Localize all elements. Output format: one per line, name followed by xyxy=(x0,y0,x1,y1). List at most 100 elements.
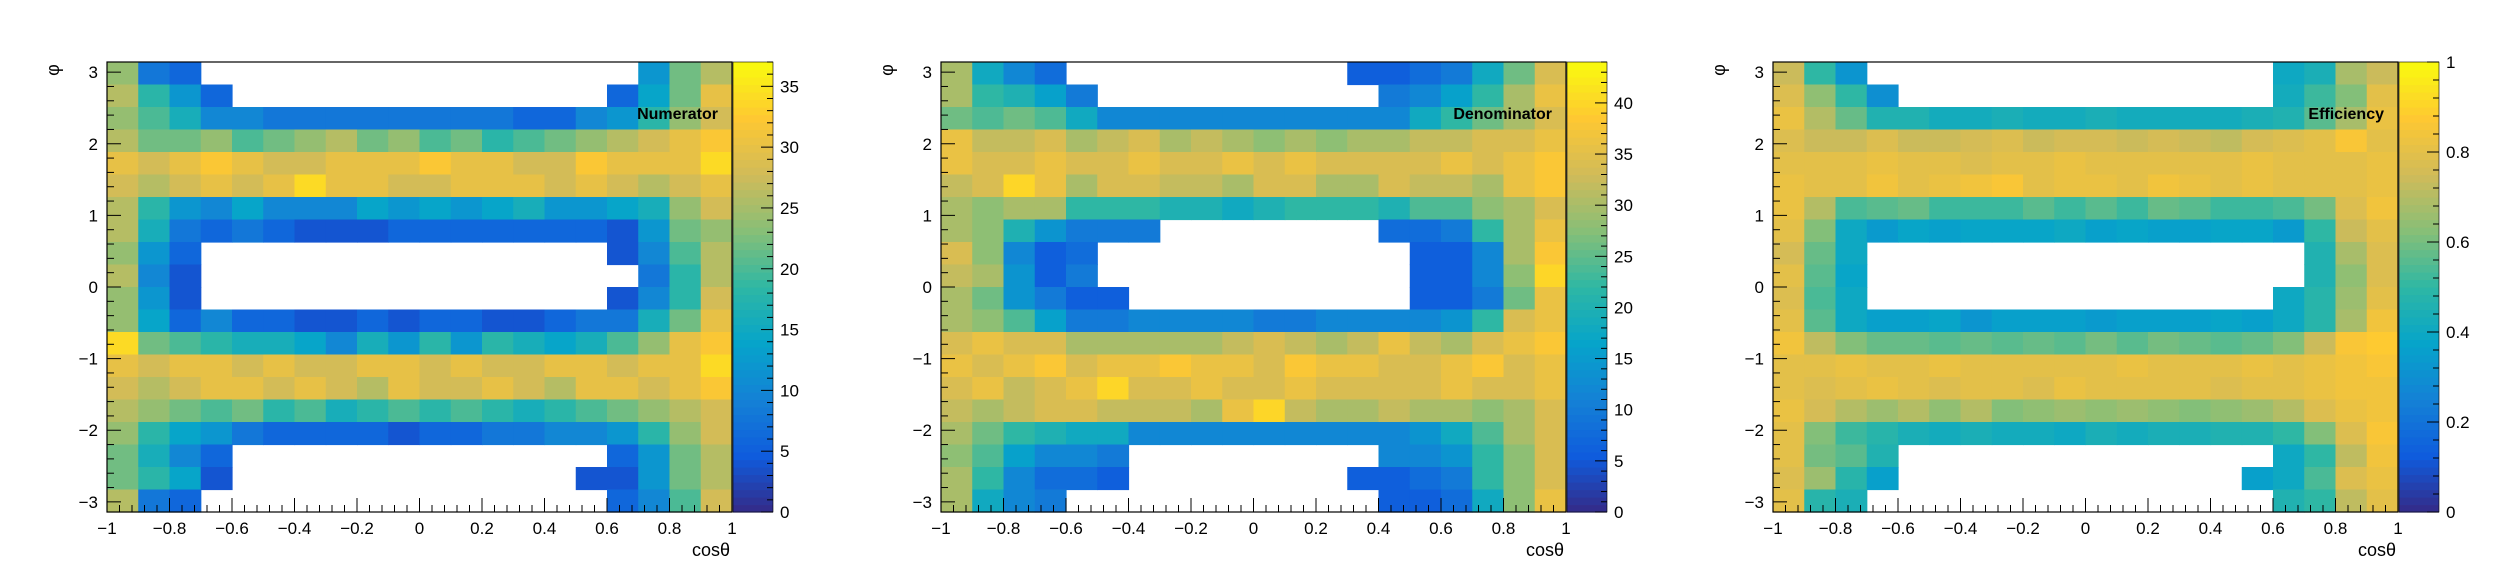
color-scale-step xyxy=(1567,257,1607,266)
heatmap-cell xyxy=(1773,354,1805,378)
heatmap-cell xyxy=(1284,129,1317,153)
heatmap-cell xyxy=(1191,107,1223,131)
heatmap-cell xyxy=(1898,197,1930,221)
heatmap-cell xyxy=(1128,332,1161,356)
heatmap-cell xyxy=(1222,129,1255,153)
heatmap-cell xyxy=(138,354,171,378)
color-scale-step xyxy=(733,272,773,281)
heatmap-cell xyxy=(638,62,671,86)
heatmap-cell xyxy=(1991,129,2024,153)
heatmap-cell xyxy=(200,444,233,468)
heatmap-cell xyxy=(2179,332,2212,356)
heatmap-cell xyxy=(1534,354,1567,378)
heatmap-cell xyxy=(169,174,202,198)
heatmap-cell xyxy=(2241,377,2274,401)
heatmap-cell xyxy=(1472,197,1505,221)
heatmap-cell xyxy=(200,309,233,333)
heatmap-cell xyxy=(200,107,233,131)
z-tick-label: 5 xyxy=(780,442,789,461)
heatmap-cell xyxy=(1409,422,1442,446)
heatmap-cell xyxy=(1898,422,1930,446)
color-scale-step xyxy=(1567,489,1607,498)
heatmap-cell xyxy=(1097,287,1130,311)
heatmap-cell xyxy=(388,219,421,243)
heatmap-cell xyxy=(2273,107,2305,131)
x-tick-label: −0.8 xyxy=(987,519,1021,538)
heatmap-cell xyxy=(2054,107,2087,131)
color-scale-step xyxy=(733,249,773,258)
heatmap-cell xyxy=(1503,219,1536,243)
heatmap-cell xyxy=(1898,107,1930,131)
y-tick-label: 1 xyxy=(89,206,98,225)
color-scale-step xyxy=(2399,159,2439,168)
y-tick-label: 0 xyxy=(1755,278,1764,297)
heatmap-cell xyxy=(1316,422,1348,446)
heatmap-cell xyxy=(107,467,139,491)
heatmap-cell xyxy=(1804,174,1837,198)
heatmap-cell xyxy=(669,399,702,423)
color-scale-step xyxy=(1567,69,1607,78)
color-scale-step xyxy=(733,369,773,378)
color-scale-step xyxy=(2399,429,2439,438)
heatmap-cell xyxy=(2273,377,2305,401)
heatmap-cell xyxy=(2366,264,2399,288)
heatmap-cell xyxy=(972,264,1005,288)
heatmap-cell xyxy=(1284,174,1317,198)
color-scale-step xyxy=(733,204,773,213)
heatmap-cell xyxy=(669,332,702,356)
heatmap-cell xyxy=(1534,62,1567,86)
heatmap-cell xyxy=(1804,377,1837,401)
y-tick-label: 3 xyxy=(923,63,932,82)
heatmap-cell xyxy=(669,444,702,468)
heatmap-cell xyxy=(669,107,702,131)
y-tick-label: 0 xyxy=(89,278,98,297)
color-scale-step xyxy=(733,429,773,438)
color-scale-step xyxy=(2399,189,2439,198)
heatmap-cell xyxy=(138,287,171,311)
heatmap-cell xyxy=(1773,129,1805,153)
heatmap-cell xyxy=(388,197,421,221)
heatmap-cell xyxy=(325,332,358,356)
color-scale-step xyxy=(1567,152,1607,161)
heatmap-cell xyxy=(2085,197,2118,221)
heatmap-cell xyxy=(2210,129,2243,153)
heatmap-cell xyxy=(700,152,733,176)
heatmap-cell xyxy=(138,129,171,153)
heatmap-cell xyxy=(1503,84,1536,108)
heatmap-cell xyxy=(1222,422,1255,446)
heatmap-cell xyxy=(607,129,639,153)
heatmap-cell xyxy=(232,377,264,401)
heatmap-cell xyxy=(1835,84,1868,108)
heatmap-cell xyxy=(232,197,264,221)
color-scale-step xyxy=(1567,339,1607,348)
heatmap-cell xyxy=(2273,467,2305,491)
heatmap-cell xyxy=(1347,62,1380,86)
heatmap-cell xyxy=(1253,377,1286,401)
heatmap-cell xyxy=(513,309,546,333)
heatmap-cell xyxy=(575,309,608,333)
heatmap-cell xyxy=(638,467,671,491)
heatmap-cell xyxy=(388,152,421,176)
heatmap-cell xyxy=(357,129,389,153)
heatmap-cell xyxy=(1097,354,1130,378)
heatmap-cell xyxy=(1034,129,1067,153)
heatmap-cell xyxy=(1347,197,1380,221)
color-scale-step xyxy=(1567,294,1607,303)
heatmap-cell xyxy=(1128,107,1161,131)
color-scale-step xyxy=(1567,302,1607,311)
heatmap-cell xyxy=(1503,399,1536,423)
color-scale-step xyxy=(2399,69,2439,78)
z-tick-label: 20 xyxy=(780,260,799,279)
heatmap-cell xyxy=(2210,377,2243,401)
heatmap-cell xyxy=(2273,129,2305,153)
heatmap-cell xyxy=(1097,467,1130,491)
heatmap-cell xyxy=(2148,219,2180,243)
heatmap-cell xyxy=(1441,377,1473,401)
heatmap-cell xyxy=(1034,197,1067,221)
heatmap-cell xyxy=(972,84,1005,108)
heatmap-cell xyxy=(607,399,639,423)
heatmap-cell xyxy=(1472,444,1505,468)
heatmap-cell xyxy=(294,399,327,423)
heatmap-cell xyxy=(482,152,514,176)
x-tick-label: 0.2 xyxy=(1304,519,1328,538)
